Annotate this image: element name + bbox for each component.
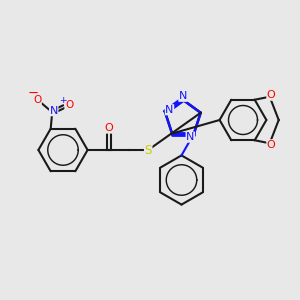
Text: N: N <box>186 132 194 142</box>
Text: N: N <box>50 106 58 116</box>
Text: O: O <box>65 100 73 110</box>
Text: O: O <box>105 123 114 133</box>
Text: +: + <box>59 96 67 105</box>
Text: O: O <box>33 94 41 105</box>
Text: O: O <box>267 90 276 100</box>
Text: O: O <box>267 140 276 150</box>
Text: S: S <box>145 143 152 157</box>
Text: N: N <box>179 91 187 101</box>
Text: −: − <box>27 86 38 100</box>
Text: N: N <box>165 105 174 115</box>
